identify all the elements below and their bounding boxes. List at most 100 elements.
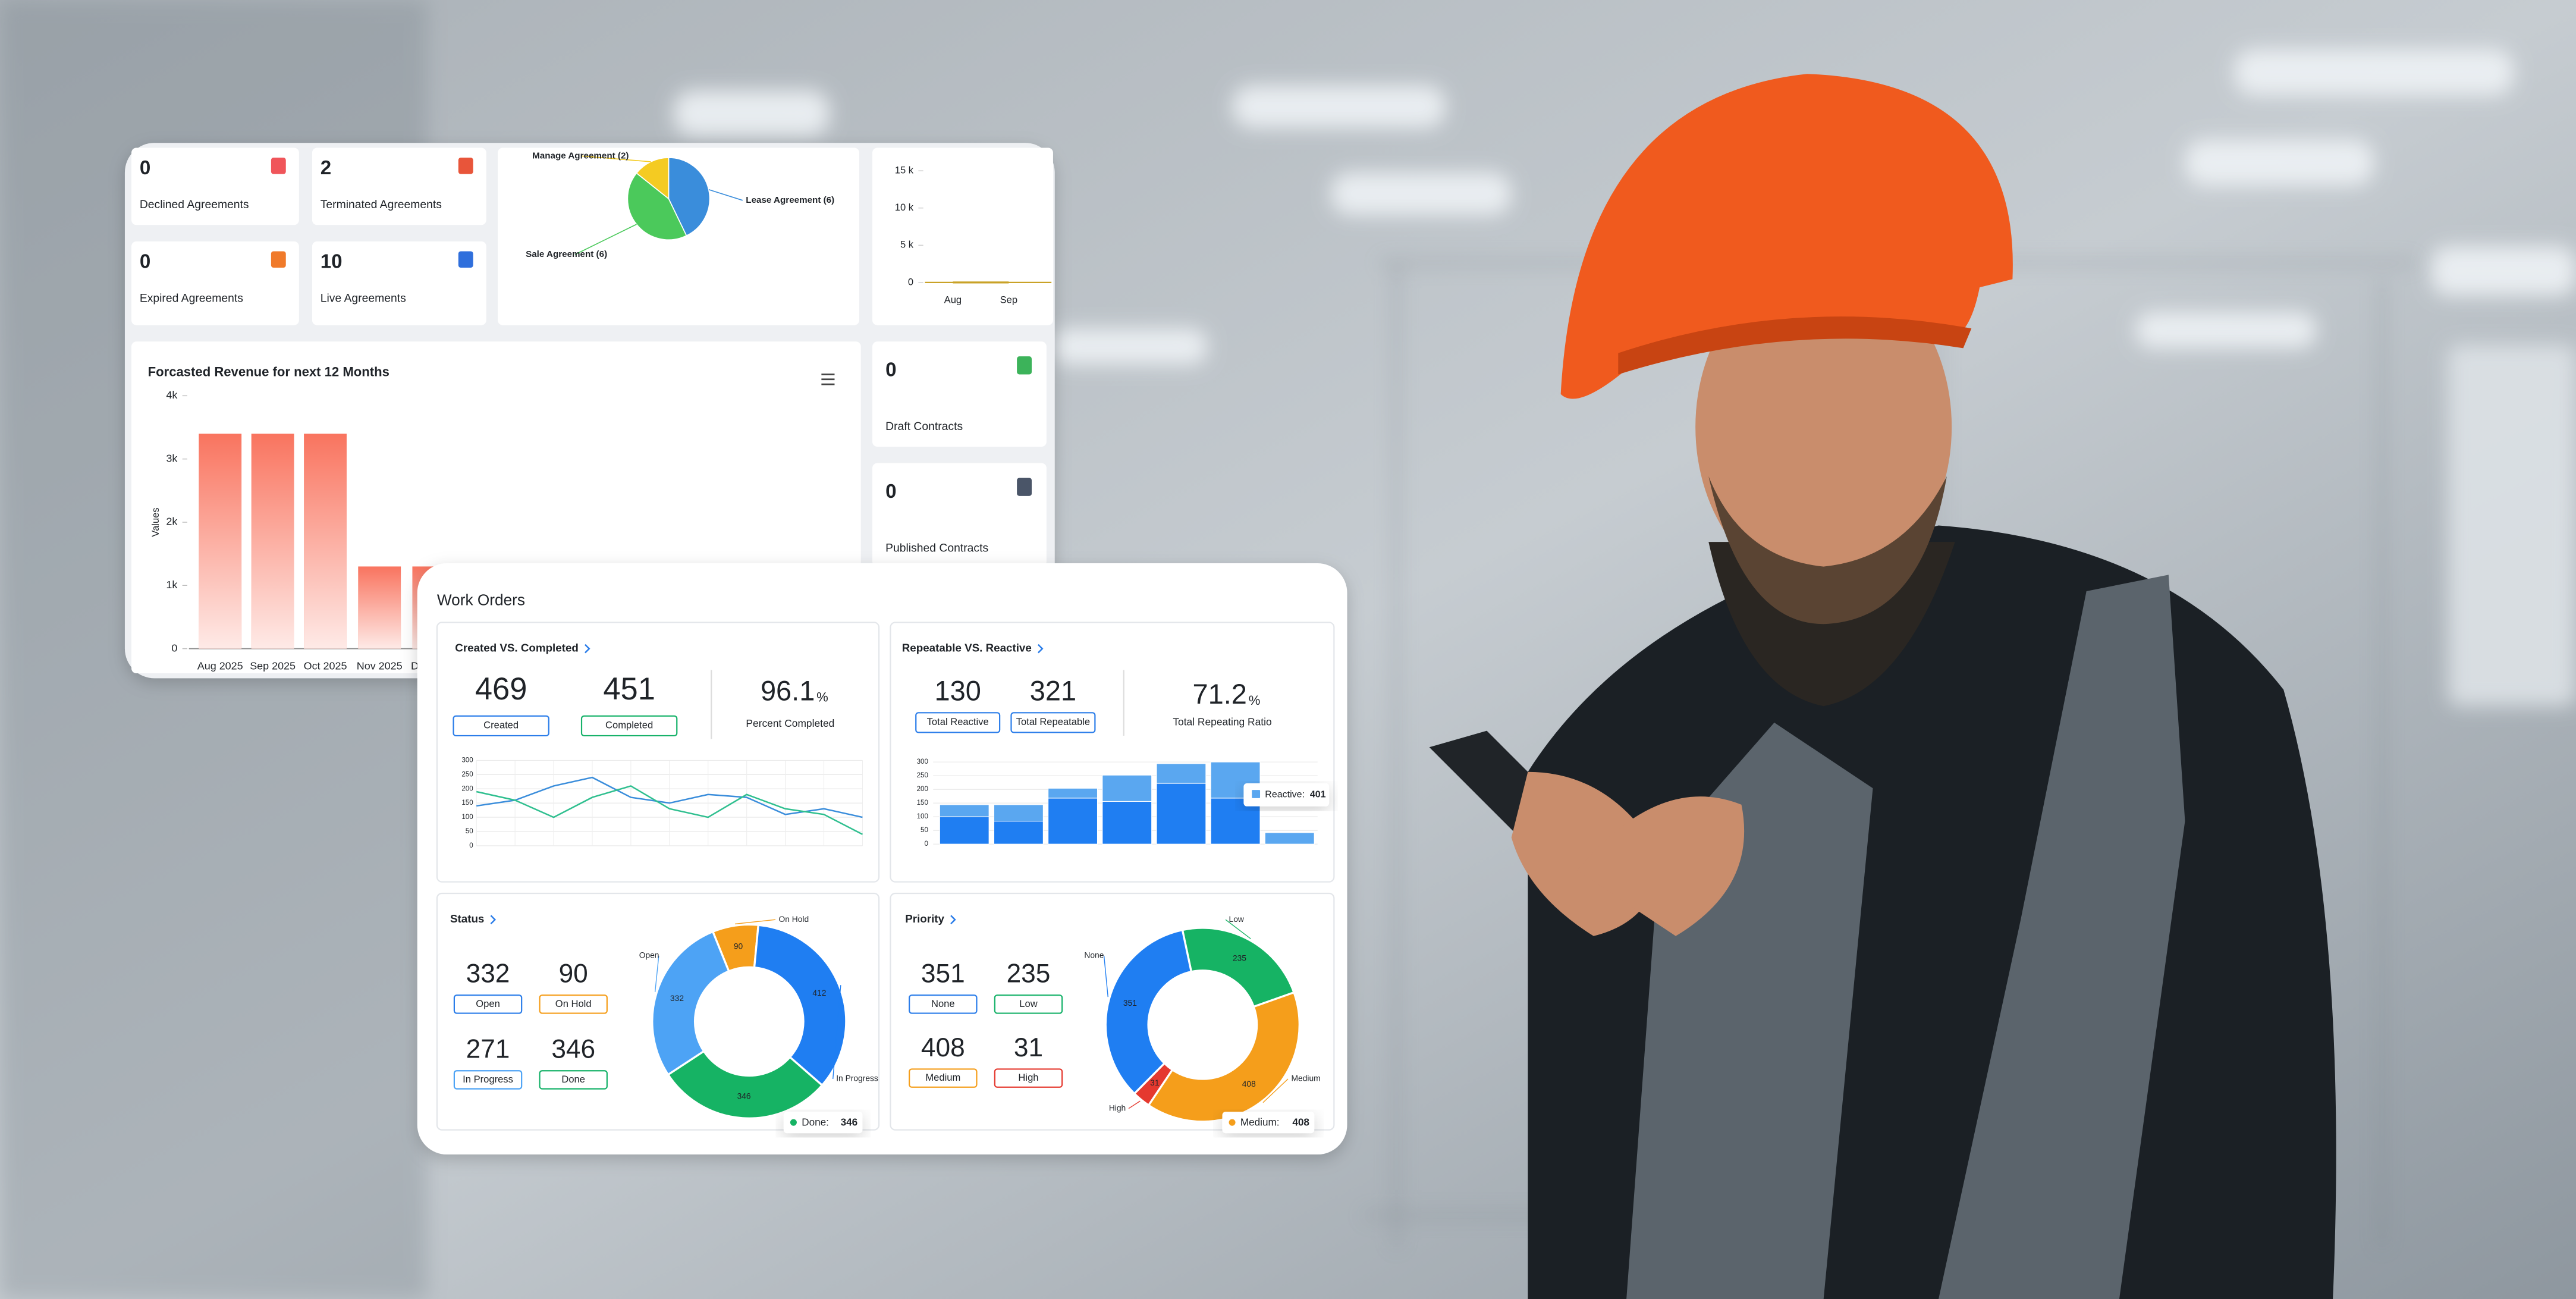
ratio-label: Percent Completed	[746, 717, 834, 729]
donut-segment	[1181, 927, 1296, 1008]
stat-badge	[539, 1070, 608, 1090]
card-value: 2	[321, 157, 331, 179]
stat-value: 351	[921, 959, 965, 989]
stat-badge	[994, 994, 1063, 1014]
card-value: 0	[140, 157, 150, 179]
card-label: Draft Contracts	[885, 421, 963, 433]
tooltip-value: 346	[841, 1117, 858, 1128]
x-tick-label: Aug 2025	[197, 660, 243, 672]
leader-line	[833, 985, 841, 1080]
x-tick-label: Sep	[1000, 294, 1017, 306]
pie-slice	[636, 157, 670, 200]
stat-badge-label: Open	[476, 998, 500, 1009]
chevron	[585, 644, 590, 654]
tooltip-swatch	[1252, 790, 1261, 798]
leader-line	[734, 919, 776, 925]
stat-badge-label: Low	[1019, 998, 1037, 1009]
tooltip	[1222, 1112, 1315, 1134]
segment-label: Low	[1229, 915, 1244, 924]
stat-value: 235	[1007, 959, 1051, 989]
donut-segment	[1147, 991, 1300, 1123]
stacked-bar	[1156, 763, 1207, 784]
x-tick-label: Oct 2025	[304, 660, 347, 672]
donut-segment	[753, 924, 847, 1087]
bar-shine	[358, 566, 401, 649]
stat-badge	[909, 994, 978, 1014]
stat-value: 90	[559, 959, 588, 989]
leader-line	[1262, 1078, 1289, 1103]
y-tick-label: 300	[461, 756, 473, 764]
y-tick-label: 200	[461, 785, 473, 792]
card-icon	[271, 158, 286, 174]
contract-card	[872, 463, 1047, 567]
ratio-value: 71.2	[1193, 678, 1247, 710]
stat-value: 469	[475, 672, 527, 707]
pie-label: Manage Agreement (2)	[532, 150, 629, 161]
stacked-bar	[993, 804, 1044, 822]
tooltip	[783, 1112, 863, 1134]
agreement-card	[312, 148, 486, 225]
stat-value: 408	[921, 1033, 965, 1062]
ratio-unit: %	[1249, 693, 1261, 708]
stat-badge	[453, 994, 523, 1014]
segment-label: Open	[639, 951, 659, 960]
x-tick-label: Nov 2025	[357, 660, 403, 672]
stacked-bar	[1156, 783, 1207, 845]
card-icon	[458, 158, 473, 174]
segment-label: In Progress	[836, 1074, 878, 1083]
chevron	[1037, 644, 1044, 654]
leader-line	[574, 224, 637, 255]
card-label: Expired Agreements	[140, 293, 243, 305]
card-icon	[1017, 356, 1032, 375]
segment-value: 351	[1123, 999, 1137, 1008]
segment-label: On Hold	[779, 915, 809, 924]
segment-value: 412	[812, 989, 826, 997]
tooltip-value: 408	[1292, 1117, 1309, 1128]
stat-badge	[1010, 712, 1096, 733]
sub-panel-title: Created VS. Completed	[455, 642, 579, 654]
sub-panel	[436, 622, 880, 883]
segment-value: 31	[1150, 1078, 1159, 1087]
stat-value: 31	[1014, 1033, 1043, 1062]
stat-badge	[580, 715, 678, 737]
card-label: Published Contracts	[885, 542, 988, 554]
stat-value: 332	[466, 959, 510, 989]
y-tick-label: 300	[917, 758, 928, 765]
y-tick-label: 150	[917, 799, 928, 807]
y-tick-label: 5 k	[900, 239, 914, 250]
pie-slice	[668, 157, 711, 237]
segment-value: 235	[1233, 954, 1246, 963]
worker	[1429, 74, 2336, 1299]
stacked-bar	[1102, 774, 1152, 802]
y-tick-label: 50	[466, 827, 473, 835]
agreement-card	[312, 241, 486, 325]
stat-badge-label: Total Repeatable	[1016, 716, 1090, 727]
y-tick-label: 3k	[166, 452, 177, 464]
bar-shine	[199, 434, 242, 649]
tooltip-dot	[1229, 1119, 1236, 1126]
y-tick-label: 4k	[166, 389, 177, 401]
leader-line	[1103, 955, 1108, 997]
stat-badge	[909, 1068, 978, 1088]
stat-badge-label: None	[931, 998, 955, 1009]
y-tick-label: 100	[917, 812, 928, 820]
y-tick-label: 250	[917, 771, 928, 779]
y-axis-label: Values	[150, 507, 161, 536]
segment-label: None	[1084, 951, 1104, 960]
trend-card	[872, 148, 1053, 325]
card-value: 0	[885, 359, 896, 381]
y-tick-label: 250	[461, 770, 473, 778]
stat-badge-label: High	[1018, 1072, 1038, 1083]
stat-badge-label: Done	[561, 1074, 585, 1085]
card-value: 0	[140, 251, 150, 273]
y-tick-label: 0	[469, 842, 473, 849]
y-tick-label: 15 k	[895, 165, 914, 176]
ratio-value: 96.1	[761, 675, 815, 707]
stacked-bar	[939, 804, 989, 817]
contract-card	[872, 341, 1047, 447]
stat-badge-label: Total Reactive	[927, 716, 989, 727]
stacked-bar	[1102, 801, 1152, 845]
y-tick-label: 0	[908, 276, 913, 287]
ratio-unit: %	[816, 689, 828, 704]
